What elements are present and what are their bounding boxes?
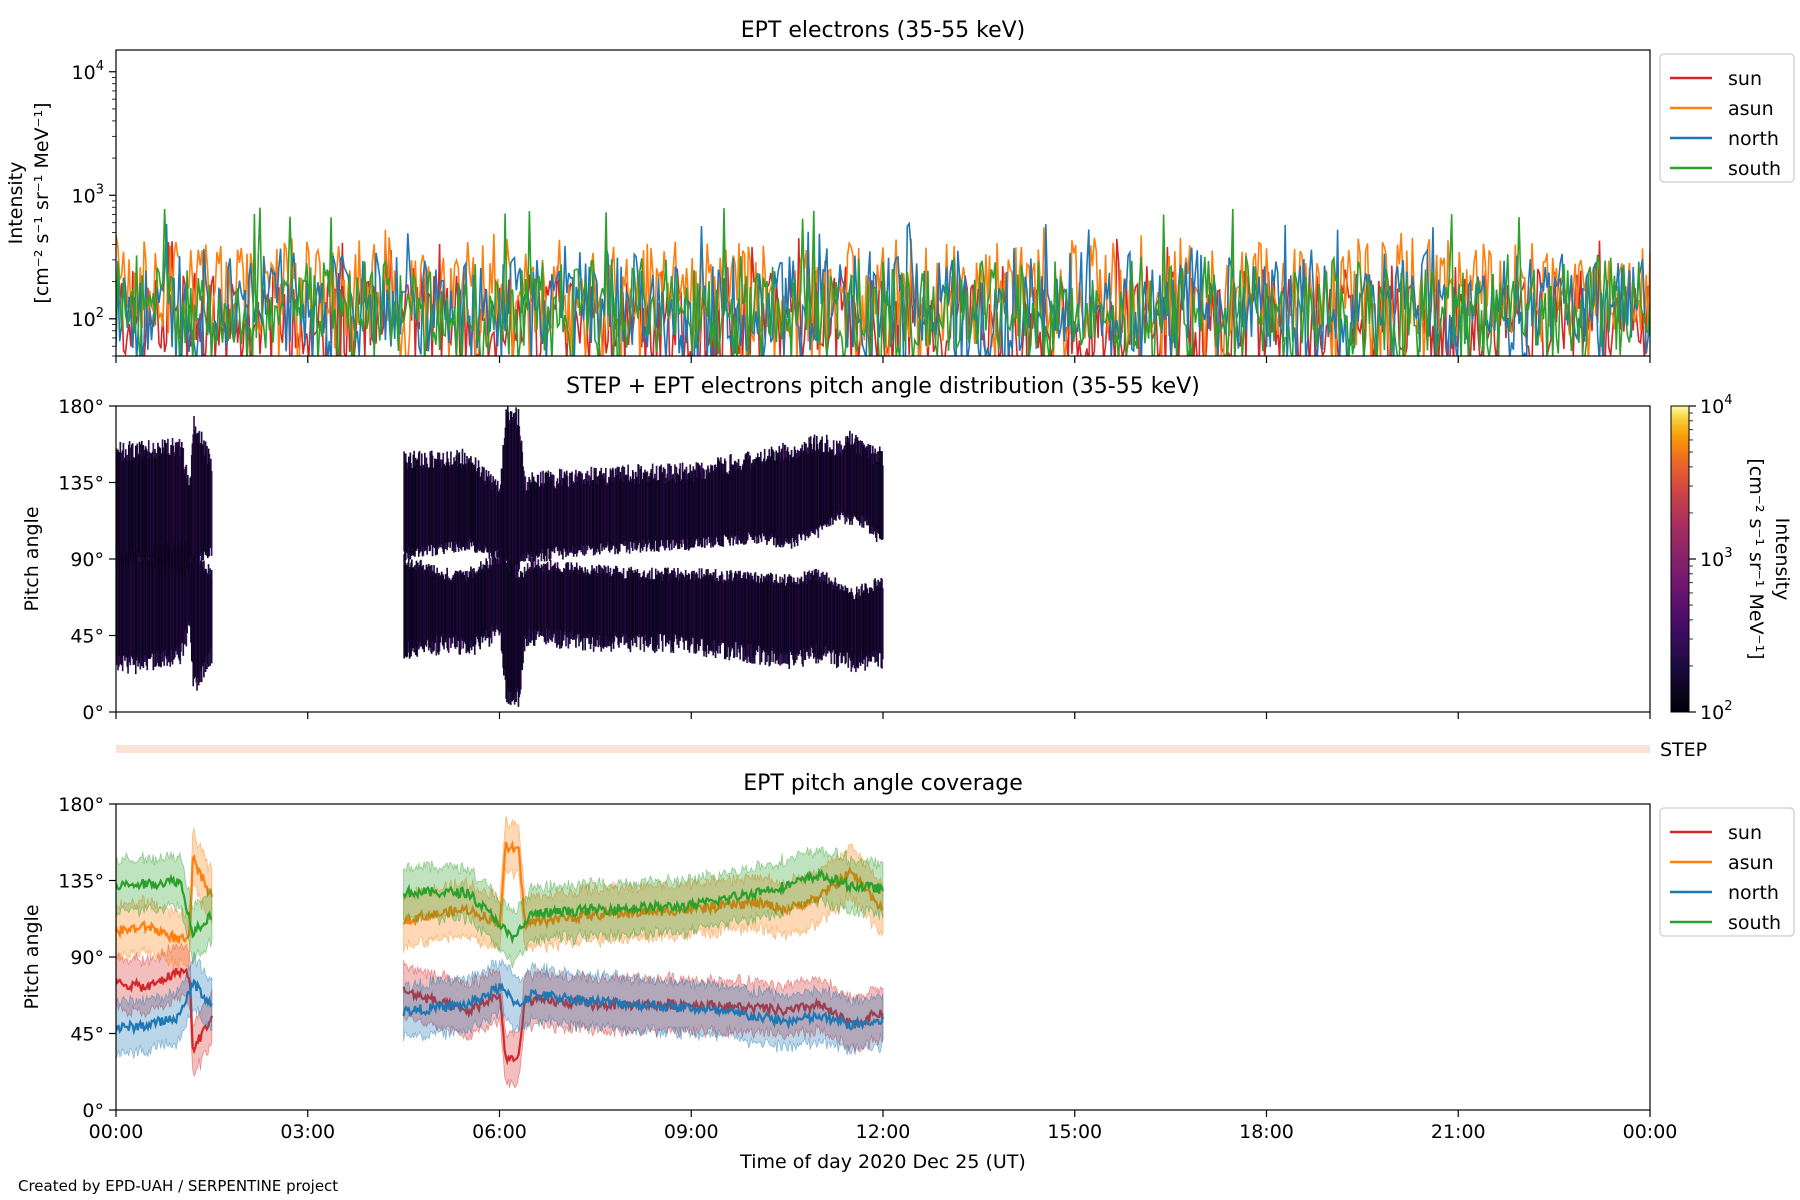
y-tick-label: 180° <box>58 396 104 418</box>
panel3-ylabel: Pitch angle <box>21 904 43 1009</box>
y-tick-label: 180° <box>58 794 104 816</box>
line-asun <box>116 853 213 944</box>
band-south <box>116 850 213 965</box>
x-tick-label: 12:00 <box>856 1121 911 1143</box>
panel3-x-axis: 00:00 03:00 06:00 09:00 12:00 15:00 18:00 21:00… <box>89 1110 1678 1143</box>
line-north <box>402 982 885 1031</box>
panel-pitch-angle-distribution: STEP + EPT electrons pitch angle distrib… <box>21 374 1793 724</box>
legend-label-south: south <box>1728 158 1781 180</box>
step-strip <box>116 745 1650 753</box>
x-tick-label: 18:00 <box>1239 1121 1294 1143</box>
y-tick-label: 103 <box>72 182 104 207</box>
panel1-y-axis: 102 103 104 <box>72 59 116 357</box>
y-tick-label: 102 <box>72 306 104 331</box>
colorbar-tick-label: 104 <box>1700 393 1732 418</box>
band-sun <box>403 959 884 1089</box>
colorbar-gradient <box>1670 405 1690 713</box>
y-tick-label: 45° <box>70 626 104 648</box>
x-tick-label: 00:00 <box>89 1121 144 1143</box>
panel2-x-ticks <box>115 712 1651 719</box>
panel3-y-axis: 0° 45° 90° 135° 180° <box>58 794 116 1122</box>
panel-step-strip: STEP <box>116 739 1707 761</box>
x-tick-label: 21:00 <box>1431 1121 1486 1143</box>
x-tick-label: 09:00 <box>664 1121 719 1143</box>
y-tick-label: 0° <box>82 702 104 724</box>
line-south <box>116 873 213 939</box>
panel-pitch-angle-coverage: EPT pitch angle coverage 0° 45° 90° 135° 180… <box>21 771 1795 1173</box>
y-tick-label: 135° <box>58 871 104 893</box>
legend-label-south: south <box>1728 912 1781 934</box>
panel2-title: STEP + EPT electrons pitch angle distrib… <box>566 374 1200 399</box>
colorbar-label-line1: Intensity <box>1771 518 1793 601</box>
panel1-ylabel-line2: [cm⁻² s⁻¹ sr⁻¹ MeV⁻¹] <box>31 102 53 303</box>
colorbar-tick-label: 103 <box>1700 546 1732 571</box>
y-tick-label: 45° <box>70 1024 104 1046</box>
panel1-ylabel: Intensity [cm⁻² s⁻¹ sr⁻¹ MeV⁻¹] <box>5 102 53 303</box>
footer-credit: Created by EPD-UAH / SERPENTINE project <box>18 1177 338 1195</box>
line-sun <box>116 967 213 1055</box>
series-south <box>116 207 1650 356</box>
legend-label-sun: sun <box>1728 822 1762 844</box>
y-tick-label: 90° <box>70 947 104 969</box>
legend-box <box>1659 53 1795 183</box>
legend-box <box>1659 807 1795 937</box>
heatmap-cell <box>211 470 213 556</box>
legend-label-asun: asun <box>1728 852 1774 874</box>
panel1-x-ticks <box>115 356 1651 363</box>
x-tick-label: 06:00 <box>472 1121 527 1143</box>
panel1-series <box>116 207 1650 356</box>
panel1-legend: sun asun north south <box>1659 53 1795 183</box>
x-axis-label: Time of day 2020 Dec 25 (UT) <box>739 1151 1026 1173</box>
panel2-heatmap <box>116 406 884 707</box>
x-tick-label: 15:00 <box>1047 1121 1102 1143</box>
y-tick-label: 135° <box>58 473 104 495</box>
heatmap-cell <box>211 570 213 664</box>
colorbar-label: Intensity [cm⁻² s⁻¹ sr⁻¹ MeV⁻¹] <box>1745 458 1793 659</box>
legend-label-sun: sun <box>1728 68 1762 90</box>
y-tick-label: 0° <box>82 1100 104 1122</box>
band-north <box>116 951 213 1061</box>
panel3-series <box>116 816 885 1089</box>
panel3-legend: sun asun north south <box>1659 807 1795 937</box>
colorbar-tick-label: 102 <box>1700 699 1732 724</box>
colorbar: 102 103 104 Intensity [cm⁻² s⁻¹ sr⁻¹ MeV⁻¹… <box>1670 393 1793 724</box>
line-south <box>402 867 885 945</box>
step-label: STEP <box>1660 739 1707 761</box>
panel-intensity: EPT electrons (35-55 keV) 102 103 104 Inte… <box>5 18 1795 363</box>
heatmap-cell <box>882 465 884 540</box>
panel1-ylabel-line1: Intensity <box>5 162 27 245</box>
panel2-y-axis: 0° 45° 90° 135° 180° <box>58 396 116 724</box>
heatmap-cell <box>882 588 884 660</box>
legend-label-asun: asun <box>1728 98 1774 120</box>
x-tick-label: 00:00 <box>1623 1121 1678 1143</box>
legend-label-north: north <box>1728 882 1779 904</box>
y-tick-label: 104 <box>72 59 104 84</box>
band-south <box>403 846 884 969</box>
panel2-ylabel: Pitch angle <box>21 506 43 611</box>
legend-label-north: north <box>1728 128 1779 150</box>
panel3-title: EPT pitch angle coverage <box>743 771 1023 796</box>
line-asun <box>402 839 884 931</box>
colorbar-ticks: 102 103 104 <box>1689 393 1732 724</box>
y-tick-label: 90° <box>70 549 104 571</box>
band-asun <box>403 816 884 954</box>
panel1-title: EPT electrons (35-55 keV) <box>741 18 1026 43</box>
panel3-frame <box>115 803 1651 1111</box>
panel2-frame <box>115 405 1651 713</box>
line-north <box>116 978 213 1036</box>
x-tick-label: 03:00 <box>280 1121 335 1143</box>
colorbar-label-line2: [cm⁻² s⁻¹ sr⁻¹ MeV⁻¹] <box>1745 458 1767 659</box>
